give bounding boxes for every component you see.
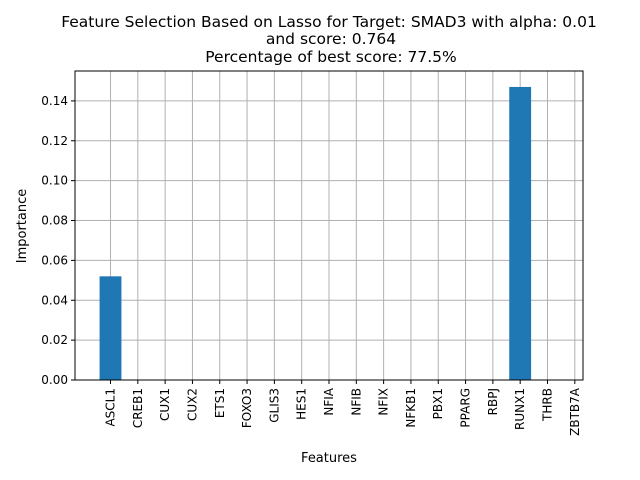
- x-tick-label: NFIX: [377, 388, 391, 416]
- y-tick-label: 0.12: [41, 134, 68, 148]
- x-tick-label: PBX1: [431, 388, 445, 419]
- x-tick-label: CREB1: [131, 388, 145, 428]
- x-tick-label: ZBTB7A: [568, 387, 582, 436]
- title-line-1: Feature Selection Based on Lasso for Tar…: [61, 13, 597, 31]
- y-tick-label: 0.00: [41, 373, 68, 387]
- y-axis-label: Importance: [15, 189, 30, 264]
- x-tick-label: FOXO3: [240, 388, 254, 428]
- x-tick-label: ASCL1: [104, 388, 118, 427]
- bar-runx1: [509, 86, 532, 380]
- x-tick-label: NFIB: [349, 388, 363, 416]
- chart-title: Feature Selection Based on Lasso for Tar…: [61, 13, 597, 66]
- x-tick-label: HES1: [295, 388, 309, 420]
- x-tick-label: CUX1: [158, 388, 172, 421]
- x-tick-label: CUX2: [185, 388, 199, 421]
- x-tick-label: NFKB1: [404, 388, 418, 428]
- title-line-2: and score: 0.764: [266, 30, 396, 48]
- y-tick-label: 0.08: [41, 214, 68, 228]
- title-line-3: Percentage of best score: 77.5%: [205, 48, 456, 66]
- y-tick-label: 0.02: [41, 333, 68, 347]
- y-tick-label: 0.04: [41, 293, 68, 307]
- x-tick-label: THRB: [540, 388, 554, 422]
- y-tick-label: 0.14: [41, 94, 68, 108]
- x-axis-ticks: ASCL1 CREB1 CUX1 CUX2 ETS1 FOXO3 GLIS3 HES1 NFIA…: [104, 380, 582, 436]
- bar-ascl1: [99, 276, 122, 380]
- grid: [75, 71, 583, 381]
- bars: [99, 86, 532, 380]
- x-tick-label: RBPJ: [486, 388, 500, 415]
- y-axis-ticks: 0.00 0.02 0.04 0.06 0.08 0.10 0.12 0.14: [41, 94, 75, 387]
- x-axis-label: Features: [301, 451, 357, 466]
- x-tick-label: NFIA: [322, 387, 336, 415]
- x-tick-label: ETS1: [213, 388, 227, 418]
- y-tick-label: 0.06: [41, 253, 68, 267]
- y-tick-label: 0.10: [41, 174, 68, 188]
- x-tick-label: RUNX1: [513, 388, 527, 430]
- x-tick-label: PPARG: [459, 388, 473, 428]
- x-tick-label: GLIS3: [267, 388, 281, 423]
